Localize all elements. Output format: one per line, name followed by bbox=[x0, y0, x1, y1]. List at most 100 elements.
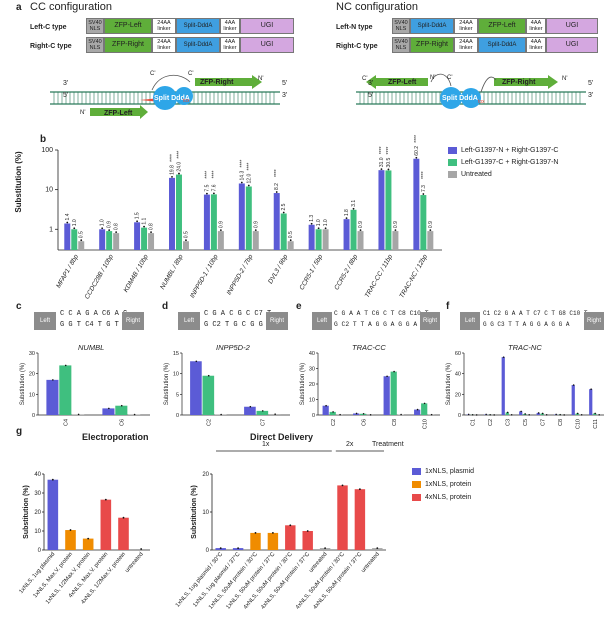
cdef-point bbox=[590, 388, 592, 390]
nc-prime5-top: 5' bbox=[588, 80, 594, 87]
b-point bbox=[206, 192, 208, 195]
b-value-label: 30.5 bbox=[386, 157, 392, 167]
b-bar bbox=[343, 219, 350, 250]
cdef-point bbox=[332, 411, 334, 413]
cdef-point bbox=[369, 414, 372, 416]
f-seq-top: C1 C2 G A A T C7 C T G8 C10 T bbox=[483, 310, 588, 317]
g-d-bar bbox=[250, 532, 261, 550]
cdef-point bbox=[274, 413, 276, 415]
g-direct-title: Direct Delivery bbox=[250, 432, 314, 442]
nc-right-zfp: ZFP-Right bbox=[410, 37, 454, 53]
b-value-label: 1.4 bbox=[65, 213, 71, 220]
nc-linker-line bbox=[430, 73, 452, 87]
cdef-point bbox=[563, 414, 565, 416]
b-point bbox=[136, 220, 138, 223]
b-sig: **** bbox=[176, 151, 182, 159]
e-left-box: Left bbox=[312, 312, 332, 330]
b-value-label: 7.6 bbox=[211, 184, 217, 191]
b-tick-label: 1 bbox=[49, 226, 53, 233]
b-value-label: 31.0 bbox=[379, 157, 385, 167]
cdef-category-label: C2 bbox=[331, 419, 337, 426]
b-point bbox=[219, 229, 222, 231]
nc-prime5-bot: 5' bbox=[368, 92, 374, 99]
legend-b-3-swatch bbox=[448, 171, 457, 178]
cdef-category-label: C7 bbox=[541, 419, 547, 426]
g-e-point bbox=[104, 498, 107, 501]
b-point bbox=[101, 227, 104, 230]
legend-b-3-label: Untreated bbox=[461, 171, 492, 178]
g-d-point bbox=[341, 484, 344, 487]
cdef-point bbox=[555, 413, 557, 416]
b-value-label: 19.8 bbox=[170, 165, 176, 175]
cdef-point bbox=[598, 413, 600, 416]
legend-g-1: 1xNLS, plasmid bbox=[412, 468, 474, 475]
b-value-label: 0.9 bbox=[253, 221, 259, 228]
g-e-point bbox=[122, 516, 125, 519]
cc-left-type: Left-C type bbox=[30, 24, 67, 31]
b-value-label: 1.0 bbox=[323, 219, 329, 226]
b-bar bbox=[113, 233, 120, 250]
g-treatment-label: Treatment bbox=[372, 441, 404, 448]
g-d-bar bbox=[232, 548, 244, 550]
b-bar bbox=[106, 231, 113, 250]
b-point bbox=[359, 229, 362, 231]
g-d-bar bbox=[372, 548, 383, 550]
legend-b-2-label: Left-G1397-C + Right-G1397-N bbox=[461, 159, 559, 166]
cc-title: CC configuration bbox=[30, 1, 112, 13]
legend-b-3: Untreated bbox=[448, 171, 492, 178]
cdef-tick-label: 10 bbox=[29, 392, 35, 398]
b-point bbox=[352, 207, 355, 210]
g-2x-label: 2x bbox=[346, 441, 354, 448]
g-d-bar bbox=[337, 485, 348, 550]
panel-b-letter: b bbox=[40, 134, 47, 145]
b-category-label: INPP5D-1 / 10bp bbox=[189, 253, 220, 299]
g-electro-title: Electroporation bbox=[82, 432, 149, 442]
cc-dd-right bbox=[175, 87, 193, 105]
cdef-point bbox=[355, 412, 358, 415]
b-value-label: 0.9 bbox=[107, 221, 113, 228]
cdef-point bbox=[545, 413, 548, 416]
d-title: INPP5D-2 bbox=[216, 343, 250, 352]
b-value-label: 0.5 bbox=[288, 231, 294, 238]
cc-c-mark-2: C' bbox=[188, 71, 194, 77]
nc-right-ugi: UGI bbox=[546, 37, 598, 53]
cdef-bar bbox=[190, 361, 202, 415]
cdef-category-label: C4 bbox=[64, 419, 70, 426]
cdef-bar bbox=[244, 406, 256, 415]
b-bar bbox=[357, 231, 364, 250]
cdef-ylabel: Substitution (%) bbox=[20, 363, 26, 405]
cc-left-linker24: 24AA linker bbox=[152, 18, 176, 34]
b-value-label: 1.8 bbox=[344, 209, 350, 216]
cdef-bar bbox=[202, 375, 215, 415]
b-category-label: INPP5D-2 / 7bp bbox=[226, 253, 255, 296]
cc-linker-line bbox=[151, 74, 191, 91]
g-d-category-label: untreated bbox=[360, 551, 380, 574]
cdef-bar bbox=[256, 410, 269, 415]
cc-tox-label: tox bbox=[183, 98, 190, 104]
b-sig: **** bbox=[421, 171, 427, 179]
b-bar bbox=[308, 224, 315, 250]
cdef-point bbox=[430, 413, 433, 416]
b-value-label: 1.0 bbox=[72, 219, 78, 226]
cc-right-linker24: 24AA linker bbox=[152, 37, 176, 53]
b-bar bbox=[78, 241, 85, 250]
b-bar bbox=[273, 193, 280, 250]
panel-a-letter: a bbox=[16, 2, 22, 13]
nc-n-mark: N' bbox=[430, 75, 436, 81]
b-point bbox=[289, 239, 292, 242]
b-value-label: 24.0 bbox=[176, 162, 182, 172]
nc-dd-left bbox=[440, 87, 462, 109]
b-bar bbox=[182, 241, 189, 250]
b-bar bbox=[148, 233, 155, 250]
cdef-category-label: C1 bbox=[471, 419, 477, 426]
g-d-bar bbox=[354, 489, 366, 550]
legend-b-2-swatch bbox=[448, 159, 457, 166]
g-d-point bbox=[254, 532, 257, 534]
g-e-bar bbox=[47, 479, 59, 550]
cdef-category-label: C2 bbox=[207, 419, 213, 426]
b-bar bbox=[169, 177, 175, 250]
b-point bbox=[115, 231, 118, 234]
d-seq-top: C G A C G C C7 T bbox=[204, 310, 272, 318]
cdef-point bbox=[249, 405, 252, 408]
cdef-category-label: C8 bbox=[392, 419, 398, 426]
